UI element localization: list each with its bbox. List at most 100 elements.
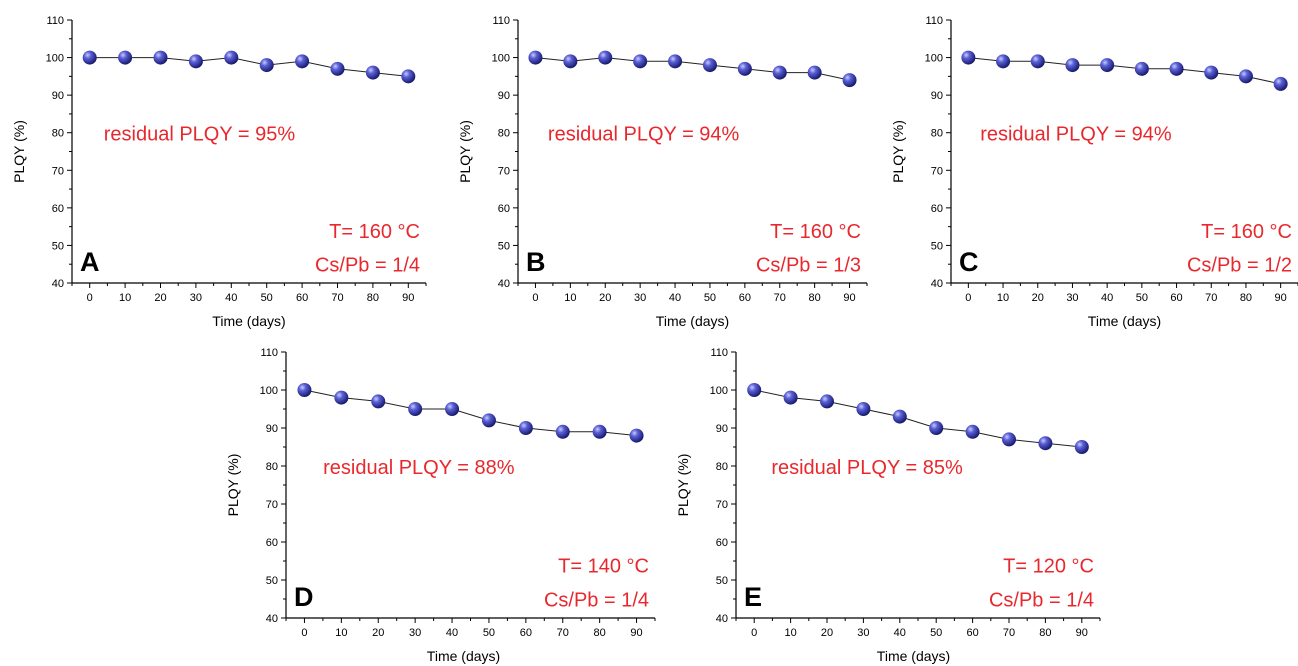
- x-tick-label: 0: [965, 292, 971, 304]
- series-line: [89, 57, 409, 77]
- panel-a: 40 50 60 70 80 90 100 110 0 10 20 30 40 50 60 70 80 90 Tim…: [11, 15, 427, 329]
- y-tick-label: 50: [266, 575, 278, 587]
- data-point: [371, 394, 386, 409]
- data-point: [334, 390, 349, 405]
- x-tick-label: 20: [821, 627, 833, 639]
- data-point: [118, 50, 133, 65]
- y-tick-label: 80: [52, 128, 64, 140]
- x-tick-label: 10: [997, 292, 1009, 304]
- data-point: [330, 61, 345, 76]
- data-point: [598, 50, 613, 65]
- data-point: [1002, 432, 1016, 447]
- x-tick-label: 60: [739, 292, 751, 304]
- x-tick-label: 0: [301, 627, 307, 639]
- panel-letter: E: [744, 582, 762, 612]
- y-tick-label: 70: [52, 165, 64, 177]
- y-tick-label: 110: [260, 347, 278, 359]
- x-axis-title: Time (days): [1088, 313, 1161, 329]
- x-tick-label: 10: [784, 627, 796, 639]
- y-tick-label: 50: [52, 240, 64, 252]
- y-tick-label: 90: [52, 90, 64, 102]
- y-axis-title: PLQY (%): [890, 120, 906, 183]
- x-tick-label: 20: [599, 292, 611, 304]
- x-tick-label: 20: [154, 292, 166, 304]
- x-tick-label: 70: [774, 292, 786, 304]
- data-point: [892, 409, 907, 424]
- y-tick-label: 100: [710, 385, 728, 397]
- y-tick-label: 80: [266, 461, 278, 473]
- data-point: [259, 58, 274, 73]
- y-tick-label: 40: [498, 278, 510, 290]
- data-point: [518, 421, 533, 435]
- x-tick-label: 60: [1170, 292, 1182, 304]
- x-tick-label: 10: [335, 627, 347, 639]
- x-axis-title: Time (days): [427, 648, 500, 664]
- x-tick-label: 0: [751, 627, 757, 639]
- x-tick-label: 50: [704, 292, 716, 304]
- y-tick-label: 50: [931, 240, 943, 252]
- data-point: [1204, 65, 1219, 80]
- x-tick-label: 30: [634, 292, 646, 304]
- y-axis-title: PLQY (%): [675, 454, 691, 517]
- y-tick-label: 80: [931, 128, 943, 140]
- x-axis-title: Time (days): [212, 313, 285, 329]
- data-point: [563, 54, 578, 69]
- data-point: [445, 402, 460, 416]
- data-point: [783, 390, 798, 405]
- cs-pb-ratio-label: Cs/Pb = 1/4: [315, 255, 420, 277]
- y-tick-label: 100: [492, 53, 510, 65]
- data-point: [961, 50, 976, 65]
- y-tick-label: 110: [710, 347, 728, 359]
- x-tick-label: 80: [1240, 292, 1252, 304]
- temperature-label: T= 160 °C: [770, 221, 861, 243]
- x-tick-label: 70: [1003, 627, 1015, 639]
- y-tick-label: 90: [498, 90, 510, 102]
- y-tick-label: 70: [716, 499, 728, 511]
- temperature-label: T= 120 °C: [1003, 555, 1094, 577]
- data-point: [365, 65, 380, 80]
- y-tick-label: 100: [46, 53, 64, 65]
- y-tick-label: 70: [266, 499, 278, 511]
- x-tick-label: 40: [894, 627, 906, 639]
- y-axis-title: PLQY (%): [457, 120, 473, 183]
- x-tick-label: 10: [119, 292, 131, 304]
- x-tick-label: 0: [532, 292, 538, 304]
- y-tick-label: 40: [266, 613, 278, 625]
- data-point: [820, 394, 834, 409]
- data-point: [555, 424, 570, 439]
- y-tick-label: 50: [498, 240, 510, 252]
- data-point: [1134, 61, 1149, 76]
- data-point: [772, 65, 787, 80]
- data-point: [1273, 76, 1288, 91]
- data-point: [737, 61, 752, 76]
- data-point: [224, 50, 239, 65]
- cs-pb-ratio-label: Cs/Pb = 1/2: [1187, 255, 1292, 277]
- data-point: [1065, 58, 1080, 73]
- y-tick-label: 100: [925, 53, 943, 65]
- data-point: [153, 50, 168, 65]
- data-point: [668, 54, 683, 69]
- x-tick-label: 50: [483, 627, 495, 639]
- x-tick-label: 90: [1076, 627, 1088, 639]
- y-tick-label: 60: [716, 537, 728, 549]
- panel-d: 40 50 60 70 80 90 100 110 0 10 20 30 40 50 60 70 80 90 Tim…: [225, 347, 656, 664]
- y-tick-label: 70: [498, 165, 510, 177]
- y-tick-label: 110: [492, 15, 510, 27]
- panel-letter: C: [959, 247, 979, 277]
- series-line: [754, 389, 1082, 448]
- y-tick-label: 40: [931, 278, 943, 290]
- x-tick-label: 80: [367, 292, 379, 304]
- y-tick-label: 70: [931, 165, 943, 177]
- x-tick-label: 60: [520, 627, 532, 639]
- temperature-label: T= 160 °C: [329, 221, 420, 243]
- x-tick-label: 70: [331, 292, 343, 304]
- y-tick-label: 80: [716, 461, 728, 473]
- residual-plqy-label: residual PLQY = 94%: [548, 124, 740, 146]
- y-axis-title: PLQY (%): [225, 454, 241, 517]
- y-tick-label: 50: [716, 575, 728, 587]
- panel-e: 40 50 60 70 80 90 100 110 0 10 20 30 40 50 60 70 80 90 Tim…: [675, 347, 1101, 664]
- residual-plqy-label: residual PLQY = 88%: [323, 457, 515, 479]
- data-point: [1238, 69, 1253, 84]
- cs-pb-ratio-label: Cs/Pb = 1/4: [544, 590, 649, 612]
- data-point: [1100, 58, 1115, 73]
